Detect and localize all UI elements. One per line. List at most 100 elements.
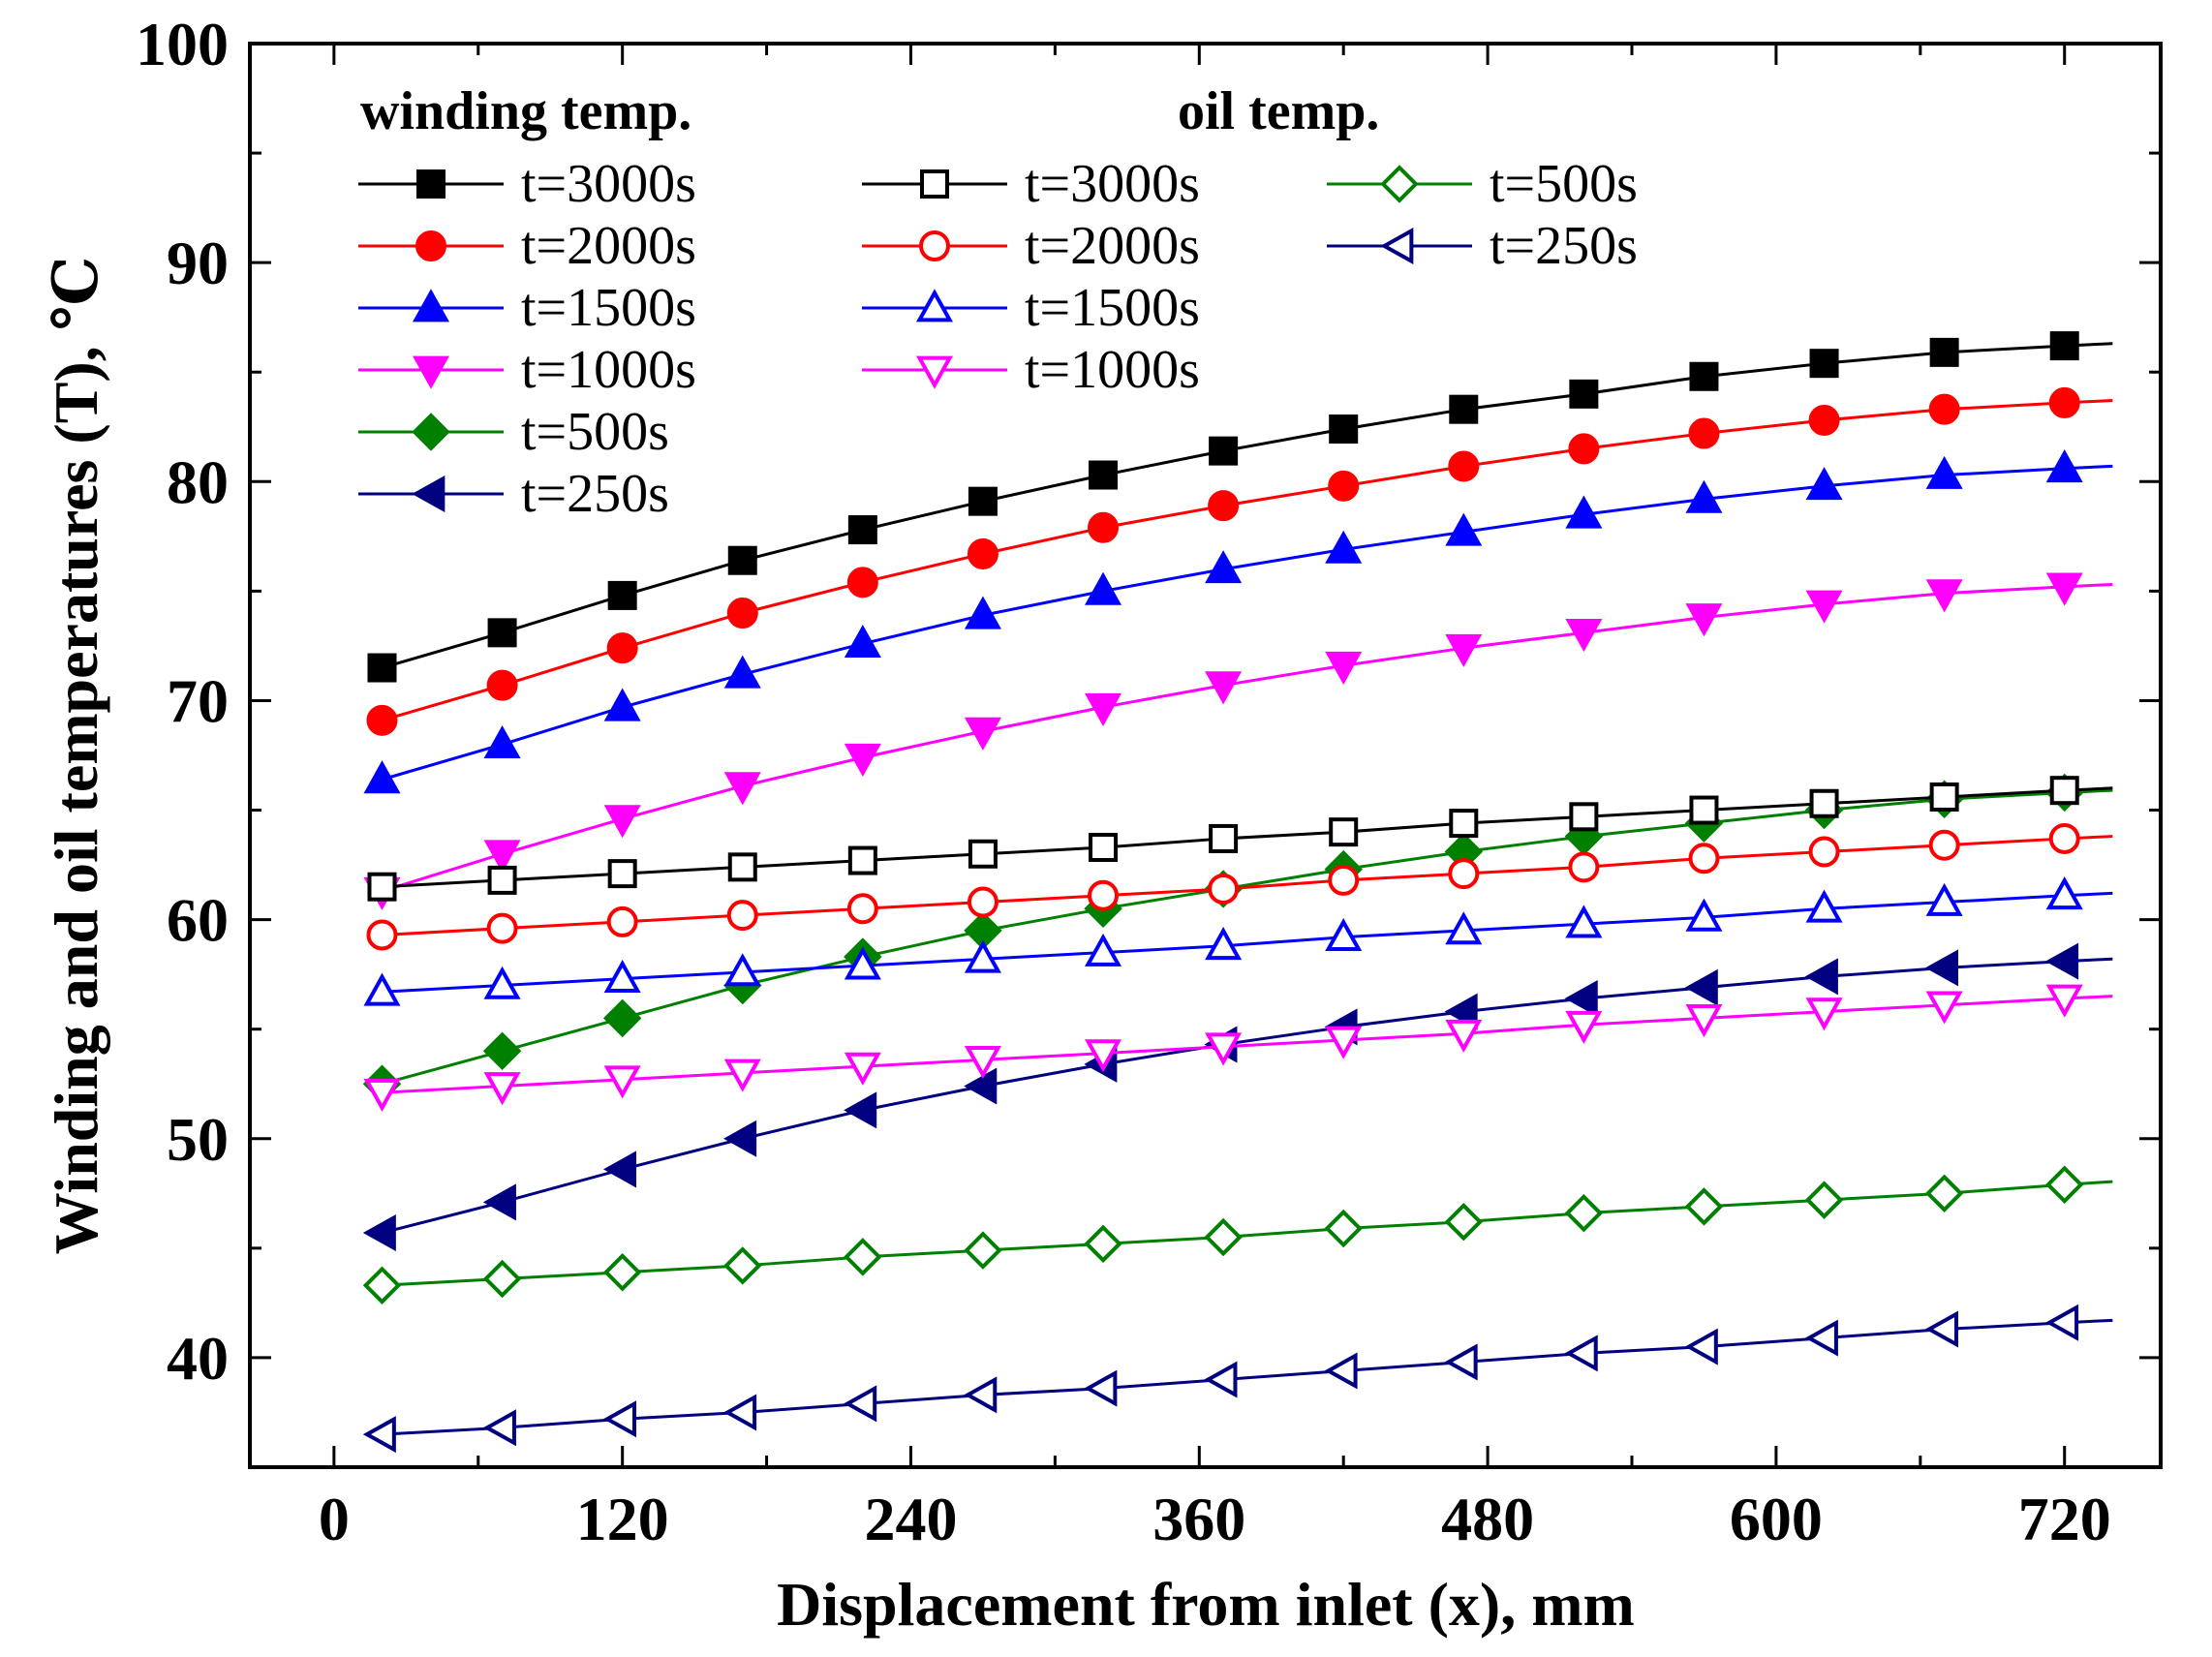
data-point <box>1329 817 1359 847</box>
data-point <box>1084 1369 1118 1407</box>
y-tick-label: 60 <box>167 886 229 955</box>
data-point <box>1928 393 1960 425</box>
data-point <box>1805 590 1843 624</box>
legend-label: t=3000s <box>1025 154 1200 214</box>
legend-entry: t=1000s <box>862 340 1200 400</box>
x-tick-label: 120 <box>576 1485 669 1553</box>
plot-frame <box>248 42 2163 1469</box>
legend-marker <box>915 289 954 322</box>
series-line <box>382 399 2113 722</box>
data-point <box>602 1252 642 1292</box>
data-point <box>964 717 1001 751</box>
legend-entry: t=1500s <box>358 278 696 338</box>
data-point <box>603 688 641 721</box>
data-point <box>606 905 638 937</box>
data-point <box>844 624 881 659</box>
legend-marker <box>415 230 446 261</box>
data-point <box>1325 1026 1363 1059</box>
data-point <box>1688 417 1720 449</box>
data-point <box>1088 879 1120 911</box>
data-point <box>1689 795 1719 825</box>
series-oil-t=3000s <box>367 776 2113 902</box>
data-point <box>1205 927 1243 961</box>
legend-marker <box>919 230 950 261</box>
data-point <box>723 1394 757 1431</box>
legend-label: t=1500s <box>1025 278 1200 338</box>
data-point <box>602 998 642 1038</box>
legend-marker <box>412 355 450 389</box>
data-point <box>367 872 397 902</box>
legend-label: t=1000s <box>521 340 696 400</box>
legend-label: t=500s <box>521 402 669 462</box>
data-point <box>1085 692 1122 726</box>
data-point <box>1445 512 1483 546</box>
data-point <box>1329 414 1359 445</box>
data-point <box>1565 495 1603 529</box>
data-point <box>362 1214 396 1252</box>
data-point <box>486 912 518 944</box>
data-point <box>723 1246 762 1285</box>
data-point <box>486 669 518 701</box>
legend-label: t=250s <box>521 464 669 524</box>
data-point <box>602 1400 637 1438</box>
series-line <box>382 835 2113 936</box>
data-point <box>483 724 521 759</box>
series-line <box>382 995 2113 1094</box>
data-point <box>2045 942 2079 980</box>
data-point <box>727 852 757 882</box>
series-line <box>382 1180 2113 1287</box>
data-point <box>2049 331 2079 361</box>
data-point <box>1568 851 1600 883</box>
data-point <box>1568 433 1600 465</box>
data-point <box>1569 802 1599 832</box>
series-line <box>382 582 2113 893</box>
legend-marker <box>416 169 445 199</box>
legend-header-winding: winding temp. <box>360 81 691 141</box>
legend-entry: t=500s <box>1327 154 1638 214</box>
legend-entry: t=1500s <box>862 278 1200 338</box>
data-point <box>726 598 758 629</box>
data-point <box>1684 1328 1718 1365</box>
legend: winding temp. oil temp. t=3000st=2000st=… <box>358 81 1638 524</box>
data-point <box>603 959 641 994</box>
data-point <box>1929 337 1959 367</box>
data-point <box>1205 671 1243 705</box>
series-oil-t=250s <box>362 1304 2113 1454</box>
data-point <box>844 1238 882 1276</box>
data-point <box>482 1031 522 1071</box>
data-point <box>1208 490 1240 522</box>
data-point <box>2048 386 2080 418</box>
data-point <box>844 1385 877 1423</box>
data-point <box>363 972 401 1006</box>
data-point <box>1325 918 1363 952</box>
data-point <box>1924 1174 1964 1213</box>
data-point <box>968 486 998 516</box>
data-point <box>2045 1304 2079 1341</box>
data-point <box>1569 379 1599 409</box>
data-point <box>723 1059 761 1092</box>
data-point <box>2045 1165 2084 1204</box>
data-point <box>1685 603 1723 637</box>
data-point <box>1209 823 1239 853</box>
axis-ticks <box>250 42 2161 1467</box>
data-point <box>362 1266 402 1305</box>
series-winding-t=2000s <box>366 386 2113 736</box>
series-line <box>382 1318 2113 1436</box>
data-point <box>2045 449 2083 483</box>
data-point <box>1565 1010 1603 1044</box>
data-point <box>964 1231 1002 1270</box>
x-tick-label: 480 <box>1441 1485 1534 1553</box>
legend-marker <box>920 169 949 199</box>
x-tick-label: 600 <box>1730 1485 1823 1553</box>
legend-marker <box>412 475 445 513</box>
data-point <box>1564 1193 1604 1233</box>
data-point <box>1809 349 1839 379</box>
legend-entry: t=250s <box>358 464 669 524</box>
legend-label: t=500s <box>1490 154 1638 214</box>
data-point <box>1805 467 1843 501</box>
data-point <box>1925 455 1963 489</box>
data-point <box>1925 991 1963 1025</box>
y-axis-title: Winding and oil temperatures (T), ℃ <box>42 257 110 1255</box>
legend-marker <box>915 355 954 389</box>
y-tick-label: 80 <box>167 447 229 516</box>
